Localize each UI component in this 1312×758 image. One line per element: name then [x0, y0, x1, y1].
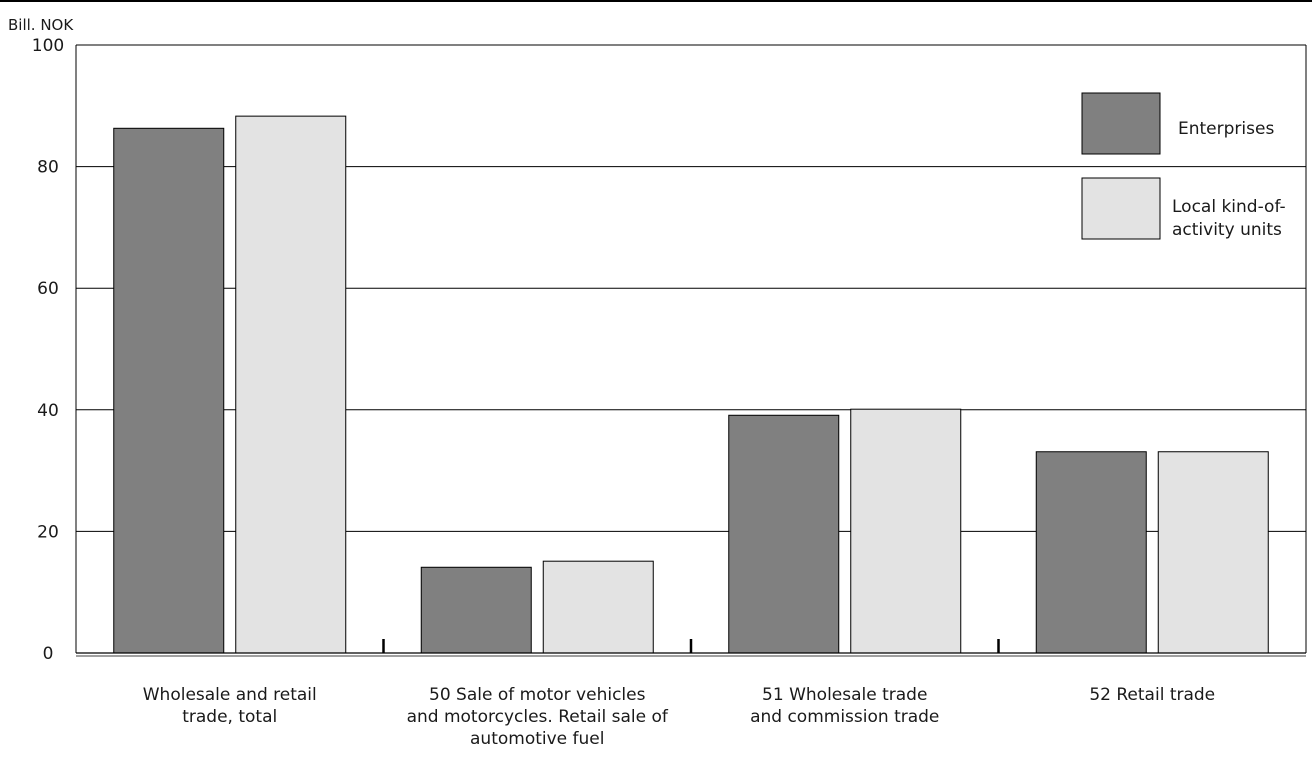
bar-enterprises: [420, 566, 532, 654]
y-tick-label: 20: [37, 522, 59, 542]
x-category-label-line: 52 Retail trade: [1089, 685, 1216, 705]
x-category-label: 51 Wholesale trade and commission trade: [705, 684, 985, 728]
legend-label-lkau-line1: Local kind-of-: [1172, 197, 1286, 217]
x-category-label: 50 Sale of motor vehicles and motorcycles…: [397, 684, 677, 750]
bar-enterprises: [728, 414, 840, 654]
x-category-label-line: trade, total: [182, 707, 278, 727]
x-category-label-line: 51 Wholesale trade: [762, 685, 928, 705]
legend-label-lkau-line2: activity units: [1172, 220, 1282, 240]
x-category-label-line: and motorcycles. Retail sale of: [406, 707, 668, 727]
y-axis-unit-label: Bill. NOK: [8, 16, 74, 34]
bar-enterprises: [113, 127, 225, 654]
y-tick-label: 0: [43, 644, 54, 664]
bar-lkau: [850, 408, 962, 654]
y-tick-label: 60: [37, 279, 59, 299]
legend-swatch-enterprises: [1081, 92, 1161, 155]
top-rule: [0, 0, 1312, 2]
x-category-label: 52 Retail trade: [1012, 684, 1292, 706]
bar-lkau: [235, 115, 347, 654]
x-category-label: Wholesale and retail trade, total: [90, 684, 370, 728]
y-tick-label: 40: [37, 401, 59, 421]
y-tick-label: 80: [37, 158, 59, 178]
bar-lkau: [1157, 451, 1269, 654]
legend-label-enterprises: Enterprises: [1178, 119, 1275, 139]
bar-lkau: [542, 560, 654, 654]
legend-label-lkau: Local kind-of- activity units: [1172, 196, 1286, 242]
y-tick-label: 100: [32, 36, 64, 56]
x-category-label-line: 50 Sale of motor vehicles: [429, 685, 646, 705]
x-category-label-line: and commission trade: [750, 707, 940, 727]
x-category-label-line: Wholesale and retail: [142, 685, 317, 705]
legend-swatch-lkau: [1081, 177, 1161, 240]
x-category-label-line: automotive fuel: [470, 729, 605, 749]
bar-enterprises: [1035, 451, 1147, 654]
